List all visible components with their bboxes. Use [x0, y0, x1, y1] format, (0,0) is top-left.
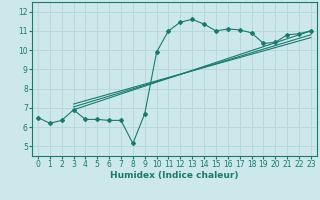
- X-axis label: Humidex (Indice chaleur): Humidex (Indice chaleur): [110, 171, 239, 180]
